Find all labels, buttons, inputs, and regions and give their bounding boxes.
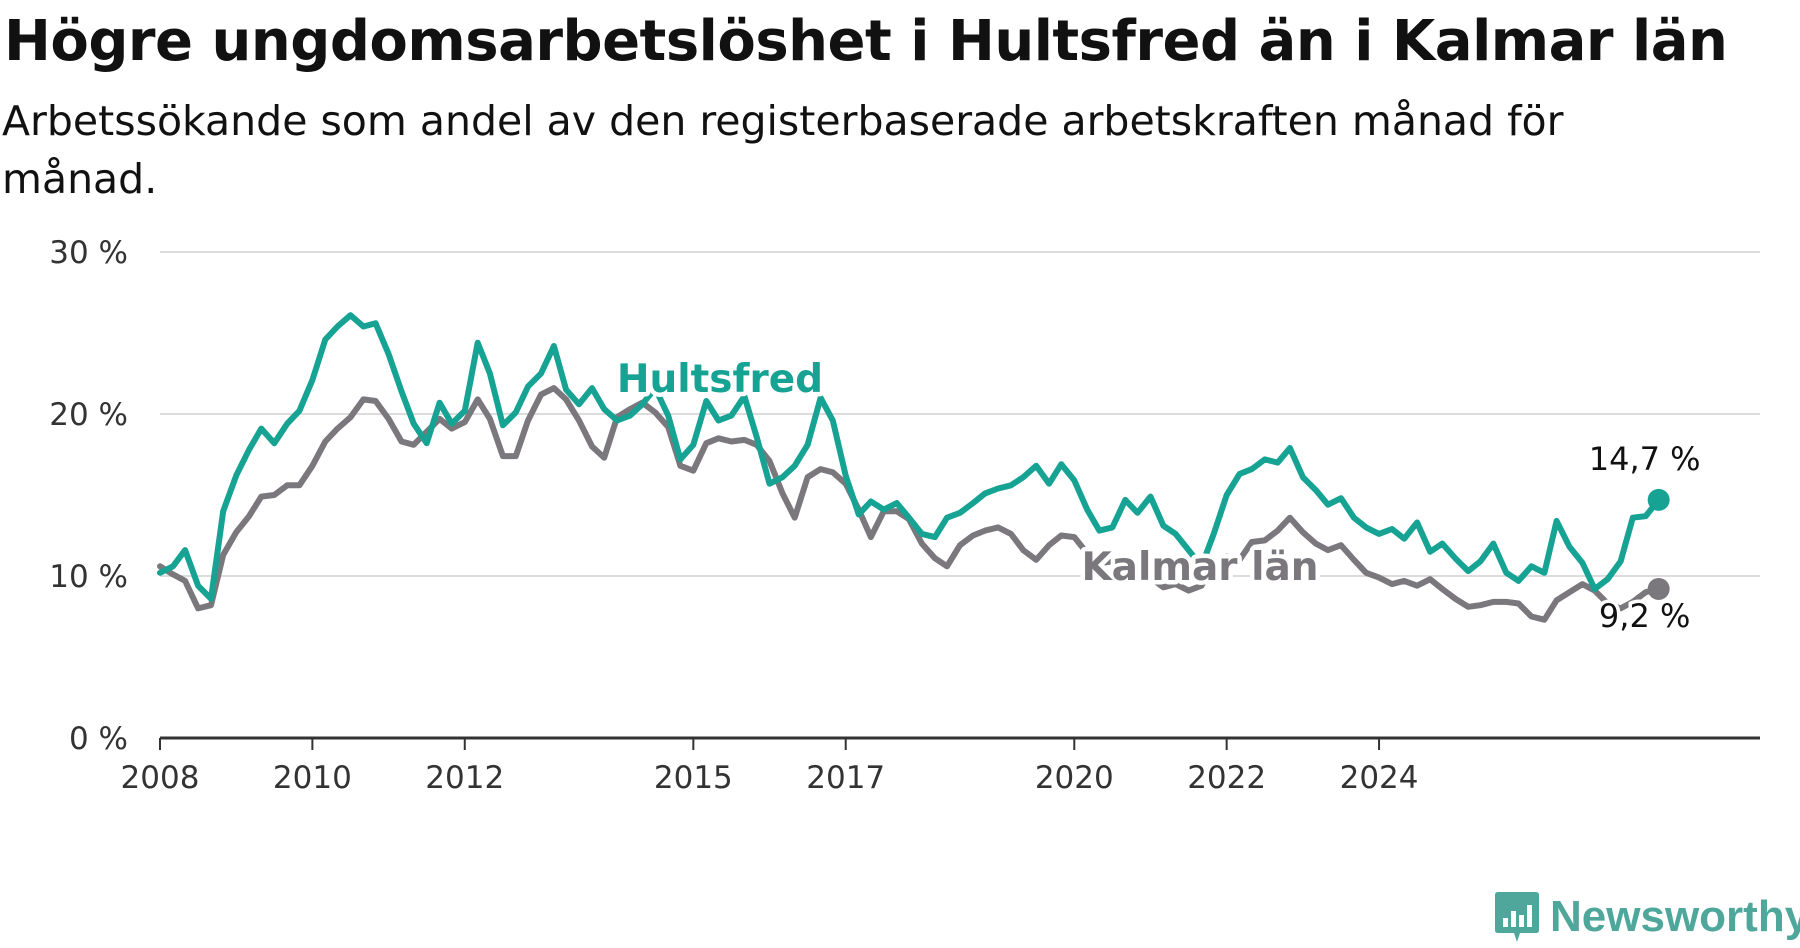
series-line (157, 312, 1662, 602)
series-line (157, 385, 1662, 623)
series-end-point (1647, 577, 1670, 600)
y-tick-label: 10 % (49, 559, 128, 595)
y-tick-label: 30 % (49, 235, 128, 271)
newsworthy-logo-icon (1495, 892, 1539, 942)
x-tick-label: 2008 (121, 760, 200, 796)
y-axis: 0 % 10 % 20 % 30 % (49, 235, 128, 757)
x-tick-label: 2017 (806, 760, 885, 796)
series-end-point (1647, 488, 1670, 511)
x-tick-label: 2015 (654, 760, 733, 796)
chart-title: Högre ungdomsarbetslöshet i Hultsfred än… (4, 9, 1728, 74)
series-name-label: Kalmar län (1081, 545, 1318, 590)
series-lines (157, 312, 1662, 623)
brand-name: Newsworthy (1550, 892, 1800, 941)
x-axis: 2008 2010 2012 2015 2017 2020 2022 2024 (121, 736, 1760, 796)
x-tick-label: 2022 (1187, 760, 1266, 796)
series-name-label: Hultsfred (617, 357, 823, 402)
y-tick-label: 20 % (49, 397, 128, 433)
series-end-label: 14,7 % (1589, 440, 1701, 478)
brand-logo: Newsworthy (1494, 890, 1800, 944)
x-tick-label: 2024 (1340, 760, 1419, 796)
x-tick-label: 2010 (273, 760, 352, 796)
series-end-label: 9,2 % (1599, 597, 1690, 635)
series-labels: 14,7 % 9,2 % Hultsfred Kalmar län (612, 353, 1704, 639)
chart-subtitle: Arbetssökande som andel av den registerb… (2, 97, 1564, 203)
x-tick-label: 2020 (1035, 760, 1114, 796)
y-tick-label: 0 % (69, 721, 128, 757)
gridlines (160, 251, 1760, 577)
x-tick-label: 2012 (425, 760, 504, 796)
